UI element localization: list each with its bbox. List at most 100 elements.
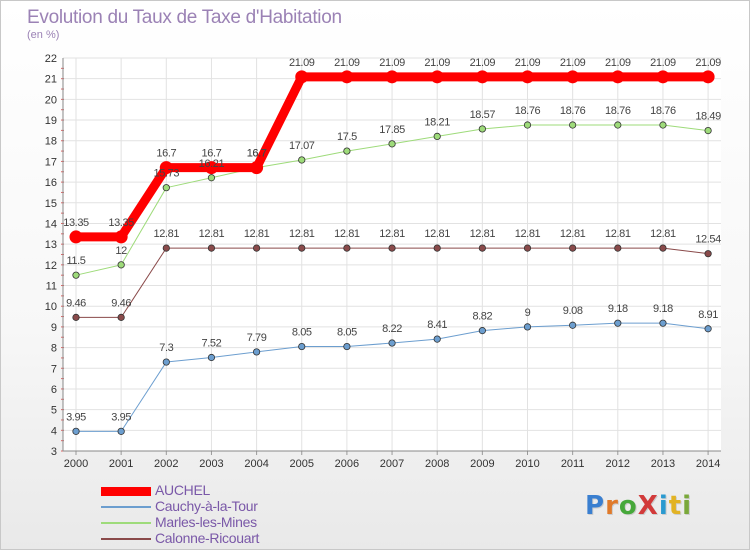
legend-swatch: [101, 538, 151, 540]
data-label-auchel: 21.09: [334, 57, 360, 69]
legend-label: AUCHEL: [155, 482, 210, 498]
logo-letter: t: [668, 491, 683, 521]
y-tick-label: 15: [45, 198, 57, 210]
point-cauchy-la-tour: [298, 342, 306, 351]
chart-title: Evolution du Taux de Taxe d'Habitation: [27, 7, 342, 28]
point-marles-les-mines: [72, 271, 80, 279]
data-label-auchel: 21.09: [470, 57, 496, 69]
point-marles-les-mines: [162, 184, 170, 192]
y-tick-label: 9: [51, 322, 57, 334]
point-marles-les-mines: [343, 147, 351, 155]
data-label-auchel: 21.09: [515, 57, 541, 69]
point-calonne-ricouart: [207, 244, 216, 252]
point-auchel: [159, 161, 173, 175]
data-label-cauchy-la-tour: 3.95: [66, 411, 86, 423]
data-label-calonne-ricouart: 12.81: [289, 228, 315, 240]
data-label-cauchy-la-tour: 7.3: [159, 342, 173, 354]
data-label-cauchy-la-tour: 9.08: [563, 305, 583, 317]
point-marles-les-mines: [388, 140, 396, 148]
x-tick-label: 2001: [109, 458, 133, 470]
point-marles-les-mines: [298, 156, 306, 164]
data-label-cauchy-la-tour: 9.18: [608, 303, 628, 315]
point-calonne-ricouart: [72, 313, 80, 321]
point-auchel: [340, 70, 354, 84]
data-label-calonne-ricouart: 12.81: [470, 228, 496, 240]
data-label-cauchy-la-tour: 7.52: [202, 338, 222, 350]
point-auchel: [295, 70, 309, 84]
point-cauchy-la-tour: [162, 358, 170, 366]
point-calonne-ricouart: [253, 244, 261, 252]
data-label-marles-les-mines: 15.73: [154, 168, 180, 180]
point-marles-les-mines: [569, 121, 577, 129]
x-tick-label: 2002: [154, 458, 178, 470]
data-label-cauchy-la-tour: 8.22: [382, 323, 402, 335]
point-cauchy-la-tour: [523, 323, 532, 331]
data-label-marles-les-mines: 18.76: [560, 105, 586, 117]
logo-letter: P: [585, 491, 606, 521]
data-label-marles-les-mines: 18.76: [650, 105, 676, 117]
data-label-calonne-ricouart: 12.81: [154, 228, 180, 240]
point-auchel: [521, 70, 534, 84]
legend-label: Marles-les-Mines: [155, 514, 257, 530]
point-marles-les-mines: [207, 174, 216, 182]
data-label-cauchy-la-tour: 8.05: [292, 327, 312, 339]
x-tick-label: 2004: [244, 458, 268, 470]
point-cauchy-la-tour: [72, 427, 80, 435]
y-tick-label: 11: [46, 281, 57, 293]
point-auchel: [566, 70, 580, 84]
logo-letter: X: [637, 491, 659, 521]
y-tick-label: 21: [45, 74, 57, 86]
point-cauchy-la-tour: [207, 353, 216, 362]
data-label-auchel: 13.35: [63, 217, 89, 229]
data-label-marles-les-mines: 16.7: [247, 148, 267, 160]
data-label-auchel: 21.09: [379, 57, 405, 69]
point-cauchy-la-tour: [117, 427, 125, 435]
legend-swatch: [101, 486, 151, 496]
y-tick-label: 6: [51, 384, 57, 396]
data-label-calonne-ricouart: 12.81: [605, 228, 631, 240]
point-auchel: [385, 70, 399, 84]
point-auchel: [475, 70, 489, 84]
x-tick-label: 2006: [335, 458, 359, 470]
data-label-marles-les-mines: 18.21: [424, 116, 450, 128]
point-marles-les-mines: [614, 121, 622, 129]
y-tick-label: 18: [45, 136, 57, 148]
data-label-calonne-ricouart: 12.81: [515, 228, 541, 240]
x-tick-label: 2014: [696, 458, 720, 470]
y-tick-label: 4: [51, 425, 57, 437]
point-marles-les-mines: [117, 261, 125, 269]
y-tick-label: 7: [51, 363, 57, 375]
data-label-calonne-ricouart: 12.81: [199, 228, 225, 240]
data-label-marles-les-mines: 18.49: [695, 111, 721, 123]
logo-letter: r: [605, 491, 619, 521]
x-tick-label: 2011: [561, 458, 585, 470]
point-marles-les-mines: [659, 121, 667, 129]
point-calonne-ricouart: [659, 244, 667, 252]
legend-swatch: [101, 506, 151, 508]
data-label-cauchy-la-tour: 9: [525, 307, 531, 319]
x-tick-label: 2005: [290, 458, 314, 470]
data-label-marles-les-mines: 18.76: [605, 105, 631, 117]
data-label-cauchy-la-tour: 8.05: [337, 327, 357, 339]
data-label-calonne-ricouart: 9.46: [66, 297, 86, 309]
data-label-cauchy-la-tour: 8.82: [472, 311, 492, 323]
point-marles-les-mines: [478, 125, 486, 133]
point-cauchy-la-tour: [614, 319, 622, 327]
point-cauchy-la-tour: [704, 325, 712, 333]
data-label-auchel: 16.7: [156, 148, 176, 160]
data-label-marles-les-mines: 16.21: [199, 158, 225, 170]
point-calonne-ricouart: [614, 244, 622, 252]
data-label-marles-les-mines: 17.07: [289, 140, 315, 152]
data-label-marles-les-mines: 18.57: [470, 109, 496, 121]
point-cauchy-la-tour: [659, 319, 667, 327]
point-cauchy-la-tour: [343, 342, 351, 351]
chart-subtitle: (en %): [27, 29, 60, 41]
data-label-cauchy-la-tour: 8.91: [698, 309, 718, 321]
y-tick-label: 16: [45, 177, 57, 189]
data-label-auchel: 16.7: [202, 148, 222, 160]
data-label-auchel: 13.35: [108, 217, 134, 229]
y-tick-label: 20: [45, 94, 57, 106]
point-marles-les-mines: [523, 121, 532, 129]
y-tick-label: 17: [45, 156, 57, 168]
x-tick-label: 2000: [64, 458, 88, 470]
